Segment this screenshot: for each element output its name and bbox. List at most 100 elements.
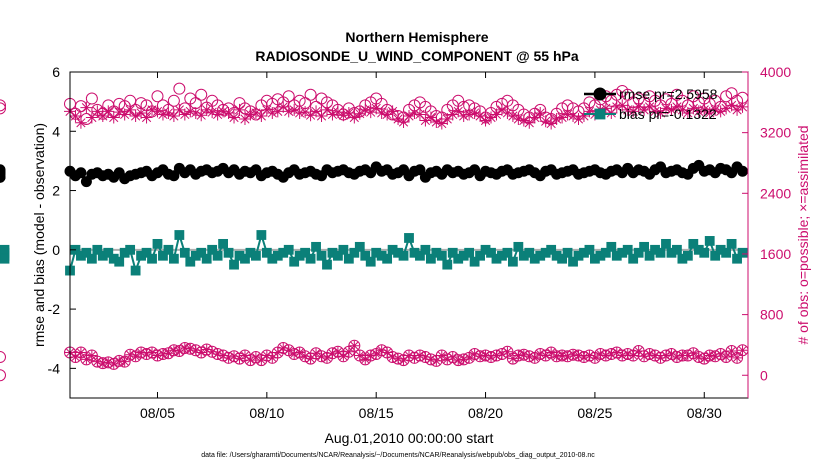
- assimilated-count-point-low: [491, 350, 502, 361]
- bias-point: [633, 247, 644, 258]
- assimilated-count-point-low: [420, 352, 431, 363]
- assimilated-count-point-low: [343, 346, 354, 357]
- bias-point: [305, 253, 316, 264]
- possible-count-point: [189, 97, 202, 110]
- y-axis-left: -4 -2 0 2 4 6: [48, 64, 76, 376]
- bias-point: [562, 247, 573, 258]
- possible-count-point: [151, 90, 164, 103]
- bias-point: [261, 247, 272, 258]
- y-axis-right: 0 800 1600 2400 3200 4000: [742, 64, 791, 398]
- assimilated-count-point-low: [289, 349, 300, 360]
- legend-marker-bias: [584, 108, 616, 120]
- assimilated-count-point-low: [562, 351, 573, 362]
- bias-point: [557, 253, 567, 264]
- rmse-point: [414, 164, 426, 176]
- assimilated-count-point: [714, 105, 727, 118]
- assimilated-count-point: [479, 114, 492, 127]
- assimilated-count-point-low: [540, 350, 551, 361]
- assimilated-count-point-low: [447, 352, 458, 363]
- bias-point: [415, 250, 425, 261]
- legend: rmse pr=2.5958 bias pr=-0.1322: [584, 86, 718, 122]
- assimilated-count-point: [517, 114, 530, 127]
- assimilated-count-point: [135, 106, 148, 119]
- bias-point: [300, 247, 311, 258]
- bias-point: [125, 244, 136, 255]
- assimilated-count-point-low: [464, 352, 475, 363]
- x-tick-label: 08/15: [359, 405, 394, 421]
- legend-label-bias: bias pr=-0.1322: [619, 106, 717, 122]
- assimilated-count-point-low: [414, 350, 425, 361]
- assimilated-count-point-low: [163, 348, 174, 359]
- assimilated-count-point-low: [136, 347, 147, 358]
- assimilated-count-point-low: [513, 350, 524, 361]
- assimilated-count-point-low: [354, 350, 365, 361]
- assimilated-count-point: [282, 105, 295, 118]
- y-tick-label: -4: [48, 360, 61, 376]
- rmse-point: [737, 165, 749, 177]
- assimilated-count-point: [413, 108, 426, 121]
- possible-count-point: [217, 103, 230, 116]
- assimilated-count-point-low: [710, 351, 721, 362]
- bias-point: [721, 247, 732, 258]
- assimilated-count-point: [315, 109, 328, 122]
- assimilated-count-point-low: [130, 351, 141, 362]
- assimilated-count-point-low: [97, 358, 108, 369]
- assimilated-count-point-low: [305, 353, 316, 364]
- rmse-point: [0, 171, 6, 183]
- legend-label-rmse: rmse pr=2.5958: [619, 86, 718, 102]
- legend-point-rmse: [593, 87, 607, 101]
- assimilated-count-point: [599, 102, 612, 115]
- bias-point: [322, 259, 332, 270]
- assimilated-count-point: [178, 108, 191, 121]
- possible-count-point: [195, 88, 208, 101]
- bias-point: [289, 256, 300, 267]
- rmse-point: [75, 167, 87, 179]
- x-axis-label: Aug.01,2010 00:00:00 start: [325, 430, 494, 446]
- chart-subtitle: RADIOSONDE_U_WIND_COMPONENT @ 55 hPa: [255, 48, 578, 64]
- assimilated-count-point-low: [376, 345, 387, 356]
- assimilated-count-point: [238, 113, 251, 126]
- assimilated-count-point-low: [179, 342, 190, 353]
- assimilated-count-point: [654, 106, 667, 119]
- obs-count-series-low: [0, 340, 749, 382]
- possible-count-point: [0, 102, 6, 115]
- bias-point: [174, 230, 185, 240]
- assimilated-count-point-low: [332, 346, 343, 357]
- assimilated-count-point-low: [272, 347, 283, 358]
- possible-count-point: [0, 99, 6, 112]
- assimilated-count-point-low: [196, 347, 207, 358]
- assimilated-count-point-low: [589, 352, 600, 363]
- possible-count-point: [74, 100, 87, 113]
- assimilated-count-point: [430, 116, 443, 129]
- assimilated-count-point-low: [207, 346, 218, 357]
- assimilated-count-point-low: [726, 345, 737, 356]
- assimilated-count-point-low: [147, 347, 158, 358]
- assimilated-count-point-low: [573, 350, 584, 361]
- assimilated-count-point: [211, 108, 224, 121]
- possible-count-point: [310, 100, 323, 113]
- assimilated-count-point-low: [606, 349, 617, 360]
- assimilated-count-point-low: [496, 349, 507, 360]
- assimilated-count-point: [495, 103, 508, 116]
- assimilated-count-point: [457, 109, 470, 122]
- assimilated-count-point-low: [349, 340, 360, 351]
- assimilated-count-point: [703, 106, 716, 119]
- bias-point: [360, 250, 371, 261]
- assimilated-count-point: [659, 102, 672, 115]
- assimilated-count-point-low: [267, 352, 278, 363]
- bias-point: [639, 241, 650, 252]
- bias-point: [628, 253, 639, 264]
- bias-point: [404, 233, 414, 243]
- assimilated-count-point: [676, 103, 689, 116]
- bias-point: [622, 244, 633, 255]
- possible-count-point-low: [0, 369, 6, 382]
- bias-point: [688, 238, 699, 249]
- possible-count-point: [282, 90, 295, 103]
- bias-point: [81, 247, 92, 258]
- assimilated-count-point-low: [453, 355, 464, 366]
- assimilated-count-point-low: [475, 351, 486, 362]
- assimilated-count-point-low: [682, 350, 693, 361]
- assimilated-count-point-low: [529, 352, 540, 363]
- bias-point: [655, 247, 666, 258]
- bias-point: [469, 256, 480, 267]
